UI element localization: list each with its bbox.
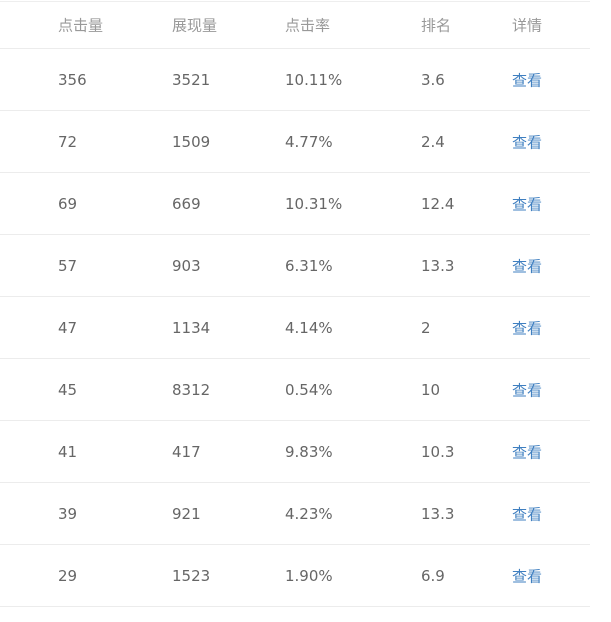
rank-cell: 10.3 — [421, 442, 455, 461]
rank-cell: 13.3 — [421, 504, 455, 523]
clicks-cell: 47 — [58, 318, 78, 337]
impressions-cell: 669 — [172, 194, 201, 213]
view-detail-link[interactable]: 查看 — [512, 71, 543, 89]
header-rank: 排名 — [421, 16, 452, 35]
header-detail: 详情 — [512, 16, 543, 35]
impressions-cell: 921 — [172, 504, 201, 523]
table-row: 72 1509 4.77% 2.4 查看 — [0, 111, 590, 173]
ctr-cell: 10.31% — [285, 194, 343, 213]
clicks-cell: 41 — [58, 442, 78, 461]
clicks-cell: 69 — [58, 194, 78, 213]
impressions-cell: 1523 — [172, 566, 211, 585]
impressions-cell: 1509 — [172, 132, 211, 151]
table-row: 47 1134 4.14% 2 查看 — [0, 297, 590, 359]
ctr-cell: 4.14% — [285, 318, 333, 337]
impressions-cell: 1134 — [172, 318, 211, 337]
view-detail-link[interactable]: 查看 — [512, 195, 543, 213]
table-row: 41 417 9.83% 10.3 查看 — [0, 421, 590, 483]
view-detail-link[interactable]: 查看 — [512, 319, 543, 337]
header-impressions: 展现量 — [172, 16, 218, 35]
view-detail-link[interactable]: 查看 — [512, 443, 543, 461]
table-header: 点击量 展现量 点击率 排名 详情 — [0, 2, 590, 49]
rank-cell: 2.4 — [421, 132, 445, 151]
top-divider — [0, 1, 590, 2]
impressions-cell: 903 — [172, 256, 201, 275]
table-row: 57 903 6.31% 13.3 查看 — [0, 235, 590, 297]
ctr-cell: 6.31% — [285, 256, 333, 275]
rank-cell: 6.9 — [421, 566, 445, 585]
ctr-cell: 1.90% — [285, 566, 333, 585]
view-detail-link[interactable]: 查看 — [512, 505, 543, 523]
table-row: 356 3521 10.11% 3.6 查看 — [0, 49, 590, 111]
clicks-cell: 45 — [58, 380, 78, 399]
rank-cell: 10 — [421, 380, 441, 399]
clicks-cell: 72 — [58, 132, 78, 151]
rank-cell: 12.4 — [421, 194, 455, 213]
header-ctr: 点击率 — [285, 16, 331, 35]
table-row: 29 1523 1.90% 6.9 查看 — [0, 545, 590, 607]
view-detail-link[interactable]: 查看 — [512, 257, 543, 275]
view-detail-link[interactable]: 查看 — [512, 133, 543, 151]
impressions-cell: 417 — [172, 442, 201, 461]
rank-cell: 13.3 — [421, 256, 455, 275]
clicks-cell: 39 — [58, 504, 78, 523]
rank-cell: 2 — [421, 318, 431, 337]
impressions-cell: 8312 — [172, 380, 211, 399]
ctr-cell: 10.11% — [285, 70, 343, 89]
clicks-cell: 356 — [58, 70, 87, 89]
view-detail-link[interactable]: 查看 — [512, 381, 543, 399]
ctr-cell: 4.77% — [285, 132, 333, 151]
view-detail-link[interactable]: 查看 — [512, 567, 543, 585]
header-clicks: 点击量 — [58, 16, 104, 35]
rank-cell: 3.6 — [421, 70, 445, 89]
table-row: 69 669 10.31% 12.4 查看 — [0, 173, 590, 235]
ctr-cell: 4.23% — [285, 504, 333, 523]
table-row: 45 8312 0.54% 10 查看 — [0, 359, 590, 421]
ctr-cell: 0.54% — [285, 380, 333, 399]
clicks-cell: 29 — [58, 566, 78, 585]
clicks-cell: 57 — [58, 256, 78, 275]
ctr-cell: 9.83% — [285, 442, 333, 461]
impressions-cell: 3521 — [172, 70, 211, 89]
table-row: 39 921 4.23% 13.3 查看 — [0, 483, 590, 545]
